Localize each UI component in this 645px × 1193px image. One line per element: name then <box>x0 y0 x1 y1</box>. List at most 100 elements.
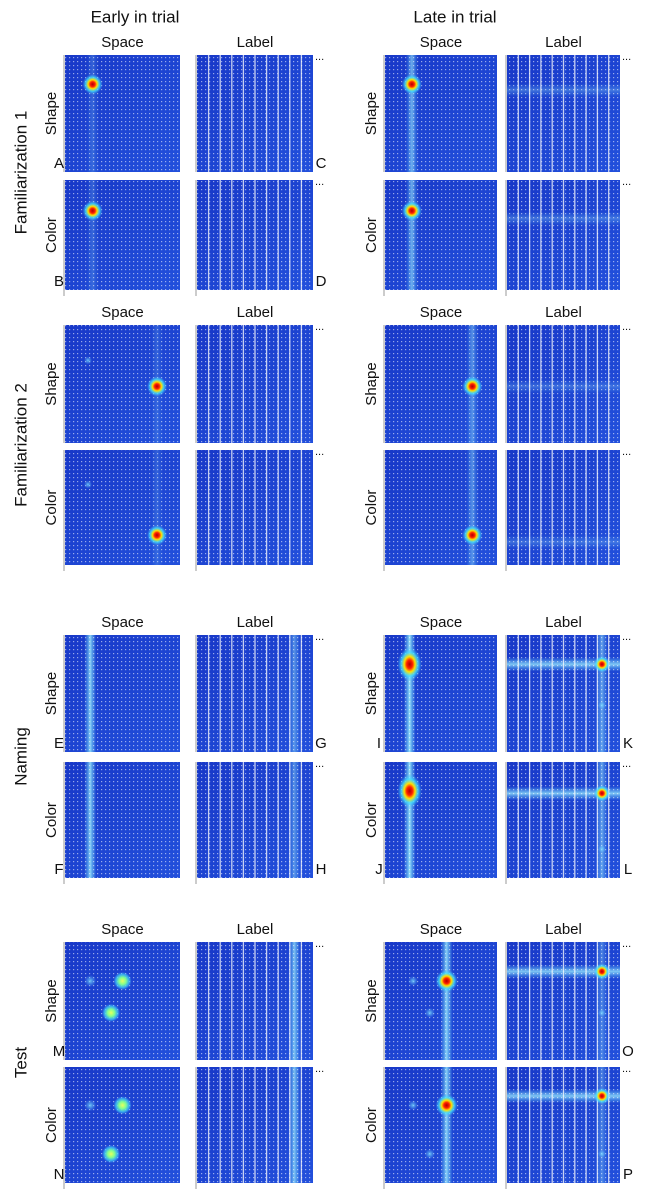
dot-grid <box>507 325 620 443</box>
more-marker: ... <box>622 1063 631 1075</box>
activation-spot <box>84 356 92 365</box>
panel-letter: I <box>377 735 381 752</box>
activation-spot <box>462 525 483 546</box>
panel-letter: K <box>623 735 633 752</box>
panel-letter: F <box>54 861 63 878</box>
activation-spot <box>593 785 610 802</box>
dot-grid <box>197 180 313 290</box>
activation-spot <box>113 971 132 990</box>
dot-grid <box>197 762 313 878</box>
activation-spot <box>597 1008 606 1017</box>
more-marker: ... <box>315 631 324 643</box>
panel-letter: M <box>53 1043 66 1060</box>
dot-grid <box>507 635 620 752</box>
heatmap-panel <box>505 1067 620 1189</box>
activation-spot <box>593 963 610 980</box>
section-title: Familiarization 2 <box>11 383 30 507</box>
heatmap-panel <box>195 635 313 752</box>
heatmap-panel <box>505 942 620 1060</box>
panel-letter: D <box>316 273 327 290</box>
panel-letter: C <box>316 155 327 172</box>
heatmap-panel <box>63 55 180 172</box>
row-label: Shape <box>43 92 60 135</box>
dot-grid <box>197 450 313 565</box>
more-marker: ... <box>315 176 324 188</box>
heatmap-panel <box>383 1067 497 1189</box>
section-title: Familiarization 1 <box>11 111 30 235</box>
panel-letter: A <box>54 155 64 172</box>
heatmap-panel <box>383 325 497 443</box>
heatmap-panel <box>383 762 497 884</box>
panel-letter: G <box>315 735 327 752</box>
row-label: Color <box>43 1107 60 1143</box>
more-marker: ... <box>622 631 631 643</box>
activation-spot <box>147 376 167 397</box>
heatmap-panel <box>63 762 180 884</box>
more-marker: ... <box>622 938 631 950</box>
activation-spot <box>102 1145 120 1163</box>
more-marker: ... <box>622 321 631 333</box>
dot-grid <box>197 635 313 752</box>
activation-spot <box>408 1100 418 1111</box>
dot-grid <box>65 635 180 752</box>
heatmap-panel <box>195 1067 313 1189</box>
heatmap-panel <box>505 762 620 884</box>
activation-spot <box>82 74 103 95</box>
activation-spot <box>397 647 422 682</box>
activation-spot <box>147 525 167 546</box>
dot-grid <box>507 762 620 878</box>
heatmap-panel <box>505 450 620 571</box>
panel-header: Label <box>545 614 582 631</box>
activation-spot <box>408 975 418 986</box>
panel-header: Label <box>237 34 274 51</box>
row-label: Color <box>43 490 60 526</box>
heatmap-panel <box>505 180 620 296</box>
more-marker: ... <box>315 758 324 770</box>
activation-spot <box>597 701 606 710</box>
heatmap-panel <box>383 180 497 296</box>
heatmap-panel <box>383 942 497 1060</box>
heatmap-panel <box>63 180 180 296</box>
activation-spot <box>102 1003 120 1022</box>
activation-spot <box>397 774 422 808</box>
heatmap-panel <box>195 325 313 443</box>
dot-grid <box>65 55 180 172</box>
activation-spot <box>82 200 103 221</box>
heatmap-panel <box>63 325 180 443</box>
dot-grid <box>385 450 497 565</box>
more-marker: ... <box>315 51 324 63</box>
more-marker: ... <box>622 51 631 63</box>
dot-grid <box>507 180 620 290</box>
row-label: Shape <box>43 979 60 1022</box>
activation-spot <box>84 974 97 987</box>
row-label: Color <box>363 217 380 253</box>
dot-grid <box>507 55 620 172</box>
panel-header: Label <box>545 34 582 51</box>
row-label: Color <box>363 1107 380 1143</box>
activation-spot <box>462 376 483 397</box>
dot-grid <box>507 1067 620 1183</box>
panel-header: Space <box>420 304 463 321</box>
panel-header: Space <box>101 921 144 938</box>
panel-header: Space <box>101 614 144 631</box>
panel-letter: J <box>375 861 383 878</box>
heatmap-panel <box>505 325 620 443</box>
panel-letter: E <box>54 735 64 752</box>
activation-spot <box>597 1150 606 1158</box>
row-label: Shape <box>363 362 380 405</box>
heatmap-panel <box>195 450 313 571</box>
dot-grid <box>507 942 620 1060</box>
dot-grid <box>65 1067 180 1183</box>
heatmap-panel <box>195 55 313 172</box>
activation-spot <box>593 656 610 673</box>
heatmap-panel <box>383 55 497 172</box>
activation-spot <box>84 480 92 489</box>
row-label: Shape <box>363 979 380 1022</box>
section-title: Naming <box>11 727 30 786</box>
panel-letter: O <box>622 1043 634 1060</box>
heatmap-panel <box>63 450 180 571</box>
panel-header: Label <box>237 921 274 938</box>
dot-grid <box>385 180 497 290</box>
dot-grid <box>507 450 620 565</box>
